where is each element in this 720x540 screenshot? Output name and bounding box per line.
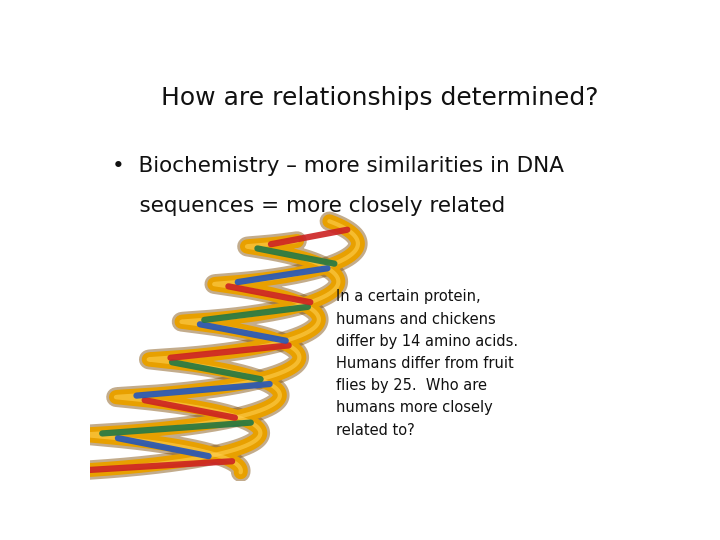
Text: How are relationships determined?: How are relationships determined? [161,85,599,110]
Text: In a certain protein,
humans and chickens
differ by 14 amino acids.
Humans diffe: In a certain protein, humans and chicken… [336,289,518,437]
Text: •  Biochemistry – more similarities in DNA: • Biochemistry – more similarities in DN… [112,156,564,176]
Text: sequences = more closely related: sequences = more closely related [112,196,505,216]
